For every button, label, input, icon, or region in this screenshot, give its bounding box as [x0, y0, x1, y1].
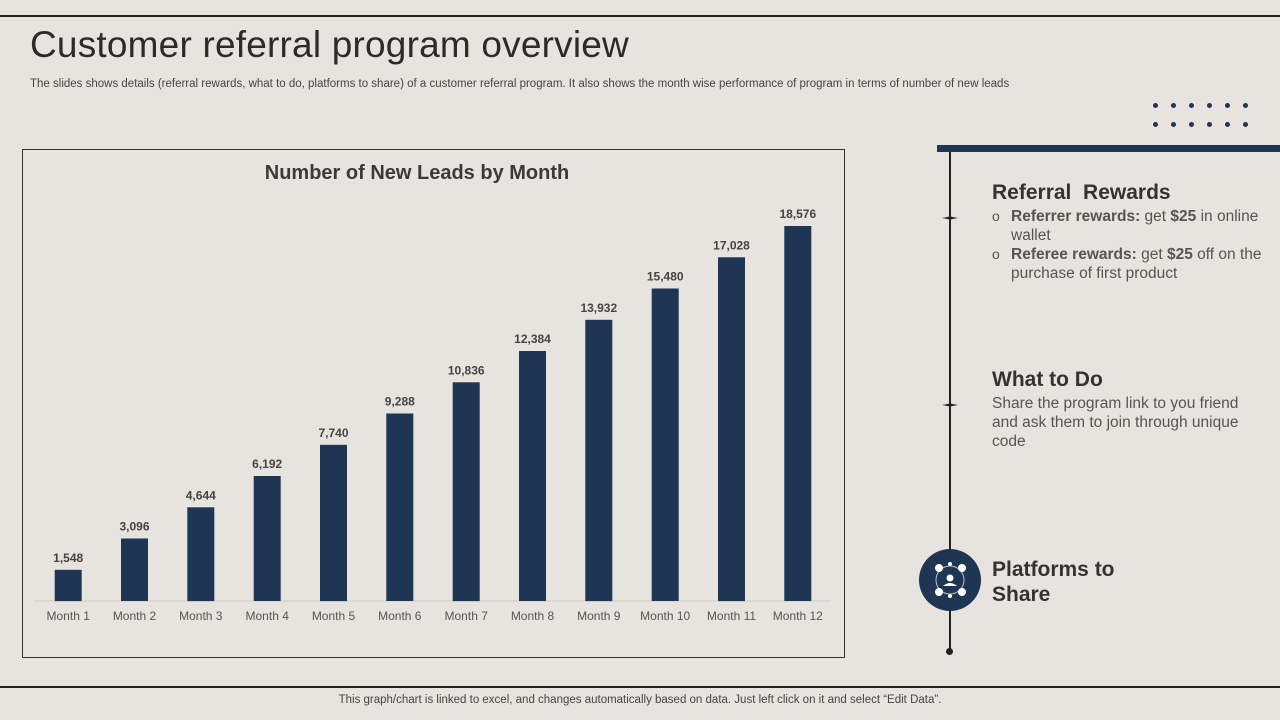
data-label: 13,932 [580, 301, 617, 315]
rewards-list: o Referrer rewards: get $25 in online wa… [992, 207, 1262, 283]
what-to-do-heading: What to Do [992, 368, 1103, 391]
leads-chart-frame[interactable]: Number of New Leads by Month 1,548 Month … [22, 149, 845, 658]
bar-9[interactable] [585, 319, 613, 602]
x-tick-label: Month 5 [312, 609, 356, 623]
star-marker-icon [942, 210, 958, 226]
x-tick-label: Month 4 [246, 609, 290, 623]
data-label: 1,548 [53, 551, 83, 565]
top-divider [0, 15, 1280, 17]
bar-11[interactable] [718, 257, 745, 602]
data-label: 9,288 [385, 395, 415, 409]
x-tick-label: Month 8 [511, 609, 555, 623]
bar-10[interactable] [651, 288, 679, 602]
data-label: 17,028 [713, 238, 750, 252]
bar-4[interactable] [253, 476, 281, 601]
bottom-divider [0, 686, 1280, 688]
data-label: 18,576 [779, 207, 816, 221]
chart-title: Number of New Leads by Month [265, 162, 569, 184]
x-tick-label: Month 12 [773, 609, 823, 623]
bar-5[interactable] [320, 444, 347, 602]
referral-rewards-heading: Referral Rewards [992, 181, 1171, 204]
data-label: 10,836 [448, 363, 485, 377]
bar-7[interactable] [452, 382, 480, 602]
bar-3[interactable] [187, 507, 215, 602]
what-to-do-text: Share the program link to you friend and… [992, 395, 1239, 450]
x-tick-label: Month 6 [378, 609, 422, 623]
platforms-heading: Platforms to Share [992, 558, 1115, 606]
bar-6[interactable] [386, 413, 414, 602]
x-tick-label: Month 9 [577, 609, 621, 623]
x-tick-label: Month 1 [47, 609, 91, 623]
data-label: 15,480 [647, 270, 684, 284]
x-tick-label: Month 3 [179, 609, 223, 623]
x-tick-label: Month 7 [445, 609, 489, 623]
bar-1[interactable] [54, 569, 82, 602]
x-tick-label: Month 2 [113, 609, 157, 623]
data-label: 12,384 [514, 332, 551, 346]
bar-2[interactable] [121, 538, 148, 602]
x-tick-label: Month 11 [707, 609, 756, 623]
data-label: 7,740 [318, 426, 348, 440]
x-tick-label: Month 10 [640, 609, 690, 623]
data-label: 6,192 [252, 457, 282, 471]
decorative-dots [1153, 103, 1253, 133]
bar-8[interactable] [519, 351, 546, 601]
what-to-do-section: What to Do Share the program link to you… [992, 368, 1262, 451]
data-label: 4,644 [186, 488, 216, 502]
bar-12[interactable] [784, 226, 812, 601]
list-item: o Referrer rewards: get $25 in online wa… [992, 208, 1259, 244]
side-panel-top-bar [937, 145, 1280, 152]
page-title: Customer referral program overview [30, 24, 629, 65]
platforms-section: Platforms to Share [992, 557, 1262, 607]
leads-bar-chart[interactable]: Number of New Leads by Month 1,548 Month … [23, 150, 844, 657]
footer-note: This graph/chart is linked to excel, and… [338, 694, 942, 706]
referral-rewards-section: Referral Rewards o Referrer rewards: get… [992, 181, 1262, 283]
list-item: o Referee rewards: get $25 off on the pu… [992, 246, 1262, 282]
data-label: 3,096 [119, 520, 149, 534]
star-marker-icon [942, 397, 958, 413]
page-subtitle: The slides shows details (referral rewar… [30, 78, 1010, 90]
timeline-end-dot [946, 648, 953, 655]
share-network-icon [919, 549, 981, 611]
